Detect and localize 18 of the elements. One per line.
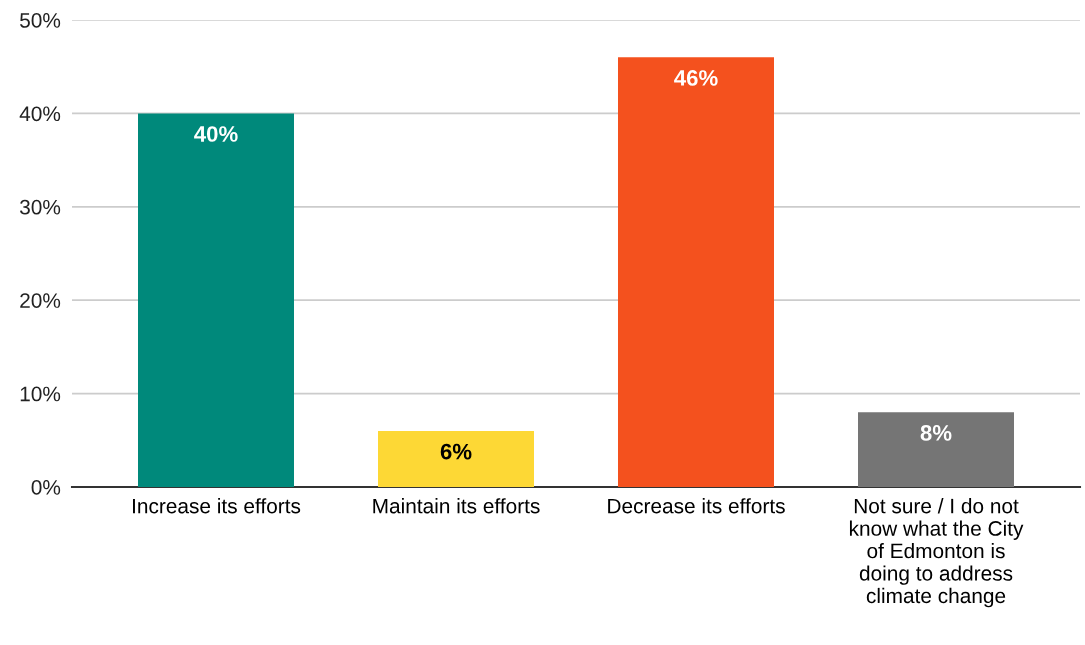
data-label: 6% <box>440 443 472 460</box>
y-tick-label: 40% <box>19 106 61 122</box>
data-label: 46% <box>674 70 718 86</box>
bar <box>858 412 1014 487</box>
x-tick-label: Maintain its efforts <box>373 498 540 514</box>
y-tick-label: 30% <box>19 199 61 215</box>
data-label: 40% <box>194 126 238 142</box>
x-tick-label: Decrease its efforts <box>608 498 785 514</box>
y-tick-label: 0% <box>31 480 61 495</box>
y-tick-label: 10% <box>20 386 61 402</box>
y-tick-label: 20% <box>20 293 61 308</box>
bar <box>618 57 774 487</box>
data-label: 8% <box>920 425 952 441</box>
x-tick-label: Increase its efforts <box>133 498 301 514</box>
bar <box>378 430 534 487</box>
y-tick-label: 50% <box>20 13 61 28</box>
bar <box>138 113 294 487</box>
x-tick-label: Not sure / I do not know what the City of Edmonton is doing to address climate change <box>849 498 1024 608</box>
